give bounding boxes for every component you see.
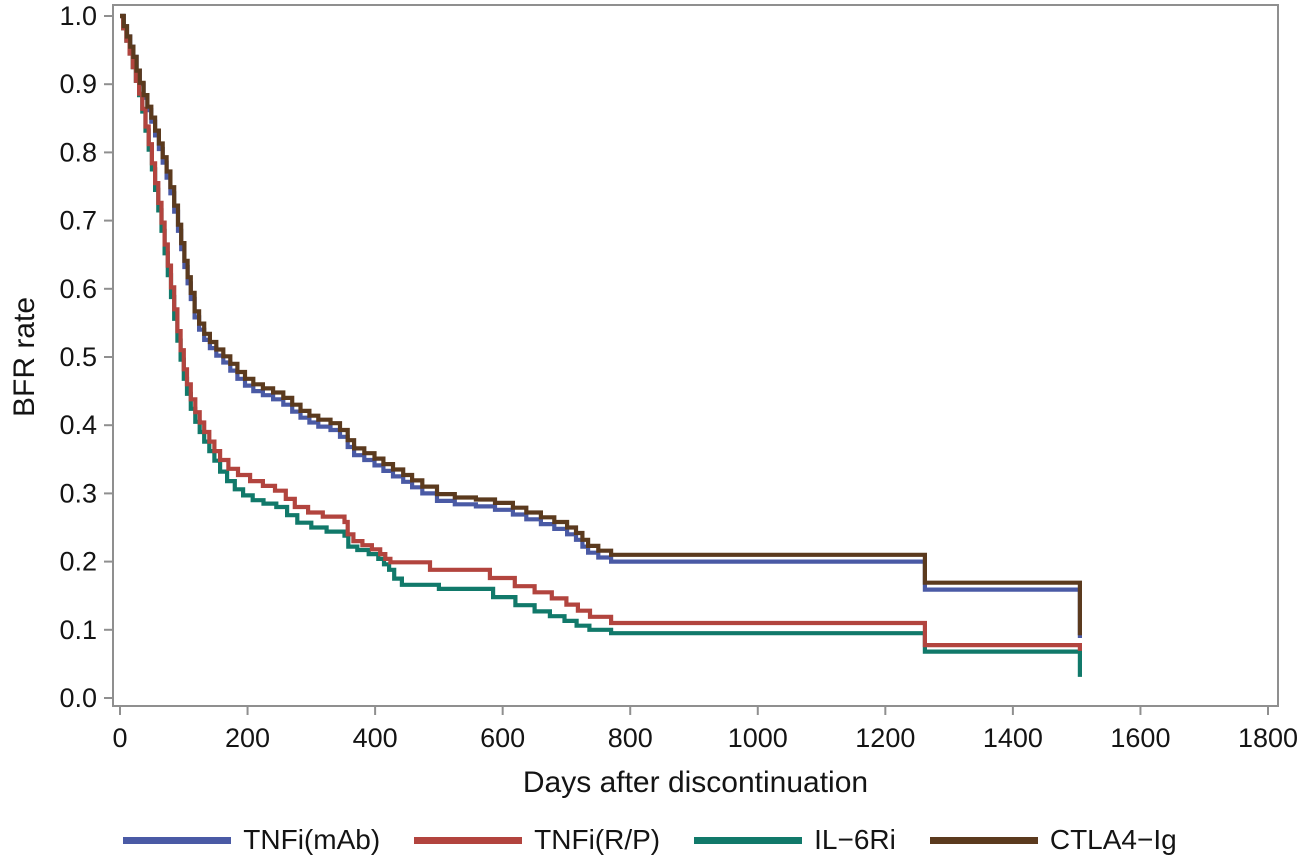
x-tick-label: 1200 [855, 723, 915, 753]
x-tick-label: 1800 [1238, 723, 1298, 753]
legend-swatch-tnfi-rp [414, 836, 523, 844]
y-tick-label: 1.0 [59, 1, 97, 31]
x-tick-label: 1600 [1110, 723, 1170, 753]
x-tick-label: 1000 [728, 723, 788, 753]
legend-label-il6ri: IL−6Ri [814, 824, 896, 855]
x-tick-label: 800 [608, 723, 653, 753]
legend-item-il6ri: IL−6Ri [694, 824, 896, 856]
series-curve-tnfi-r-p- [120, 13, 1082, 651]
legend-item-ctla4ig: CTLA4−Ig [929, 824, 1177, 856]
y-tick-label: 0.2 [59, 547, 97, 577]
legend-item-tnfi-rp: TNFi(R/P) [414, 824, 660, 856]
legend-swatch-tnfi-mab [123, 836, 232, 844]
y-tick-label: 0.8 [59, 137, 97, 167]
legend: TNFi(mAb) TNFi(R/P) IL−6Ri CTLA4−Ig [0, 824, 1300, 856]
y-tick-label: 0.9 [59, 69, 97, 99]
legend-label-tnfi-mab: TNFi(mAb) [243, 824, 381, 855]
km-plot-canvas: 0.0 0.1 0.2 0.3 0.4 0.5 0.6 0.7 0.8 0.9 1.0 0 200 400… [8, 1, 1298, 799]
legend-swatch-ctla4ig [929, 836, 1038, 844]
y-axis-title: BFR rate [8, 297, 41, 417]
x-tick-label: 400 [353, 723, 398, 753]
legend-label-tnfi-rp: TNFi(R/P) [534, 824, 661, 855]
plot-frame [112, 4, 1279, 707]
x-tick-label: 600 [480, 723, 525, 753]
y-tick-label: 0.7 [59, 206, 97, 236]
legend-swatch-il6ri [694, 836, 803, 844]
legend-label-ctla4ig: CTLA4−Ig [1049, 824, 1177, 855]
x-tick-label: 200 [225, 723, 270, 753]
legend-item-tnfi-mab: TNFi(mAb) [123, 824, 380, 856]
y-tick-label: 0.0 [59, 683, 97, 713]
x-tick-label: 1400 [983, 723, 1043, 753]
x-tick-label: 0 [112, 723, 127, 753]
y-tick-label: 0.1 [59, 615, 97, 645]
series-curve-ctla4-ig [120, 13, 1082, 636]
y-tick-label: 0.4 [59, 410, 97, 440]
x-axis-title: Days after discontinuation [523, 766, 868, 799]
y-tick-label: 0.5 [59, 342, 97, 372]
y-tick-label: 0.3 [59, 478, 97, 508]
y-tick-label: 0.6 [59, 274, 97, 304]
series-curve-il-6ri [120, 13, 1082, 677]
